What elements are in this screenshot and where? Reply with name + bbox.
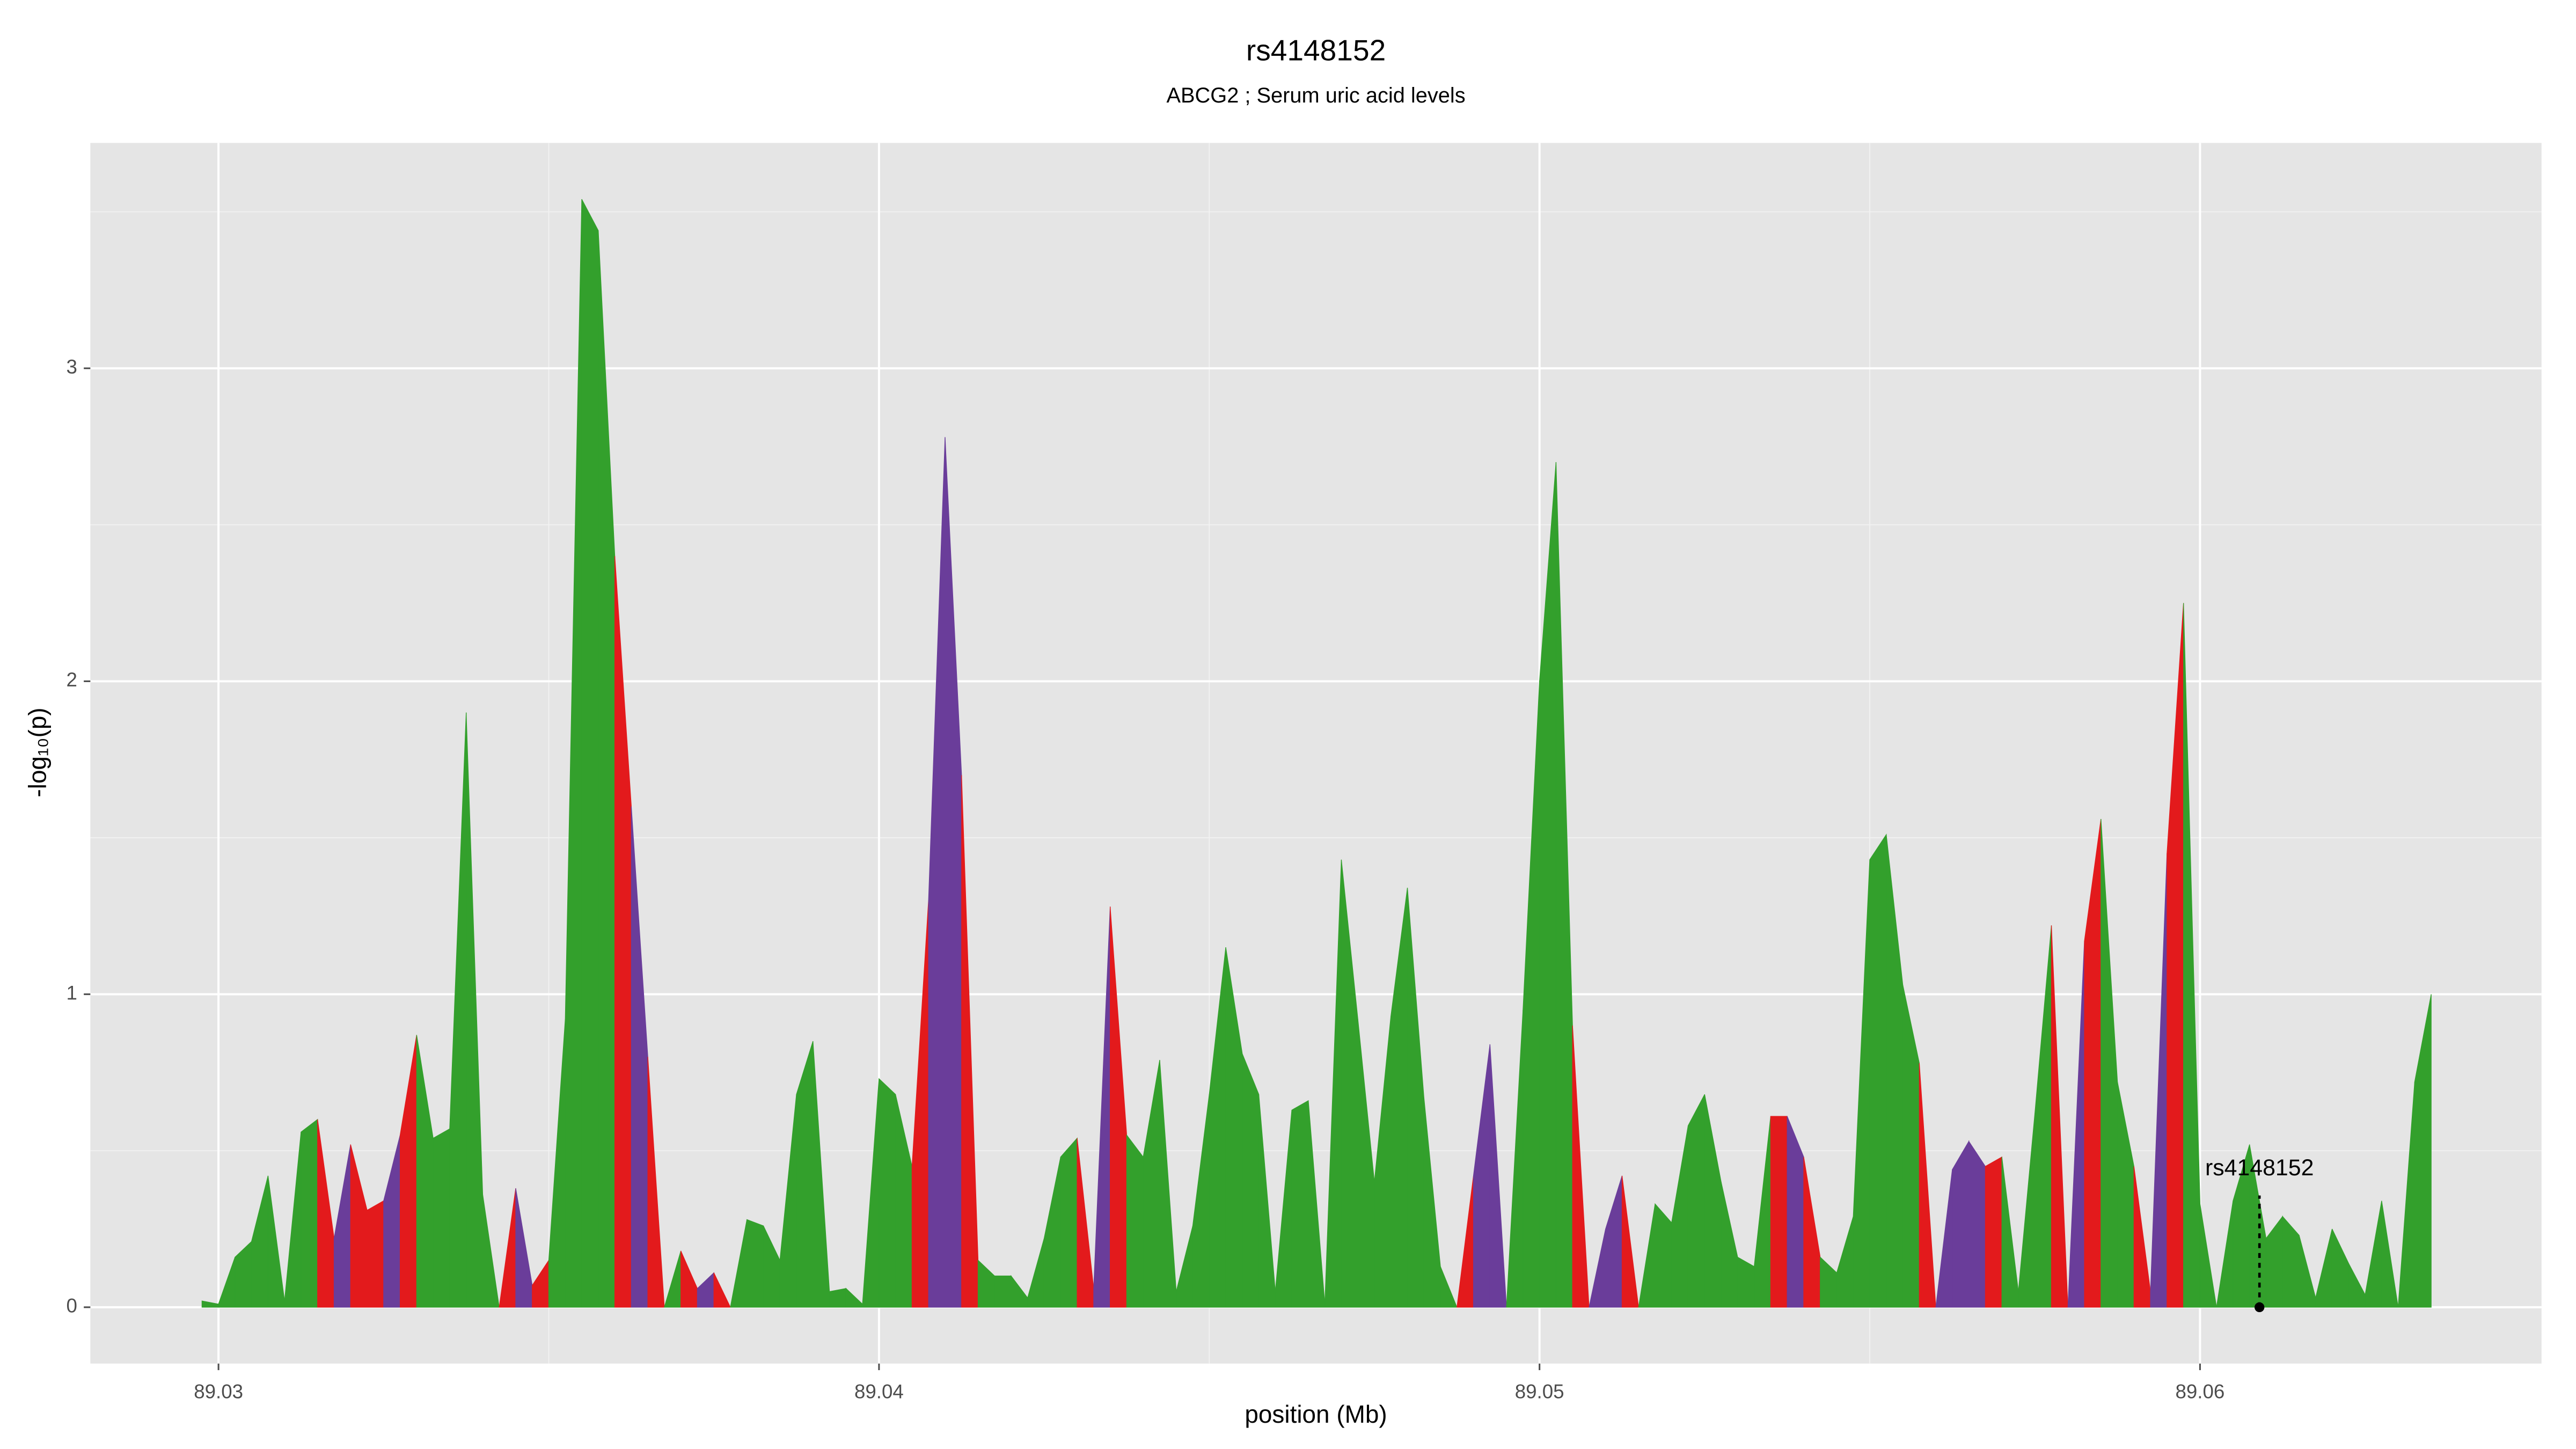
annotation-label: rs4148152 [2205,1155,2314,1181]
chart-subtitle: ABCG2 ; Serum uric acid levels [1166,84,1465,107]
area-segment [1968,1140,1986,1308]
area-segment [1572,1025,1590,1308]
area-segment [1621,1175,1639,1308]
annotation-point [2254,1302,2265,1313]
area-segment [647,1057,665,1308]
area-segment [747,1219,764,1308]
area-segment [1060,1137,1078,1308]
area-segment [1770,1116,1788,1308]
x-axis-title: position (Mb) [1245,1400,1387,1428]
area-segment [879,1078,896,1308]
area-segment [1869,833,1887,1308]
y-tick-label: 1 [66,982,77,1004]
area-segment [994,1275,1012,1308]
area-segment [1655,1203,1672,1308]
area-segment [1919,1063,1936,1308]
area-segment [829,1288,846,1308]
y-tick-label: 0 [66,1295,77,1317]
area-segment [1952,1140,1970,1308]
y-tick-label: 2 [66,669,77,691]
area-segment [1687,1094,1705,1308]
area-segment [433,1128,450,1308]
area-segment [2199,1204,2217,1308]
x-tick-label: 89.05 [1515,1381,1564,1403]
area-segment [2381,1201,2399,1308]
area-segment [2414,994,2432,1308]
area-segment [1489,1044,1507,1308]
area-segment [367,1200,384,1308]
area-segment [1126,1134,1144,1308]
area-segment [1440,1266,1458,1308]
area-segment [581,199,599,1308]
x-tick-label: 89.04 [854,1381,904,1403]
area-segment [1291,1100,1309,1308]
area-segment [301,1118,318,1308]
area-segment [482,1194,500,1308]
y-axis-title: -log₁₀(p) [24,707,52,797]
x-tick-label: 89.06 [2175,1381,2224,1403]
chart-title: rs4148152 [1246,34,1386,67]
x-tick-label: 89.03 [194,1381,243,1403]
area-segment [1985,1156,2002,1308]
y-tick-label: 3 [66,356,77,378]
area-segment [1242,1053,1260,1308]
area-segment [2051,925,2068,1308]
area-segment [713,1272,731,1308]
